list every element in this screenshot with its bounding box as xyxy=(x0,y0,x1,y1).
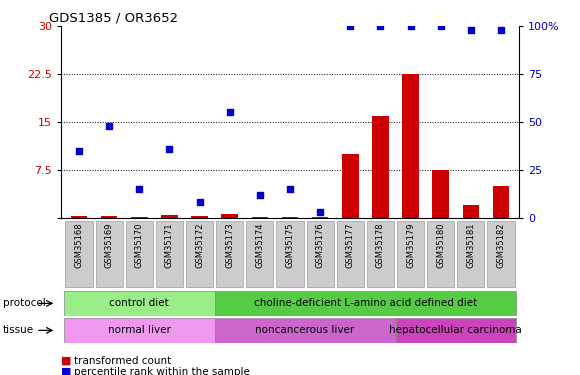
Text: GSM35170: GSM35170 xyxy=(135,222,144,268)
Text: hepatocellular carcinoma: hepatocellular carcinoma xyxy=(389,326,522,335)
Bar xyxy=(66,221,93,287)
Bar xyxy=(277,221,303,287)
Text: control diet: control diet xyxy=(110,298,169,308)
Text: GSM35179: GSM35179 xyxy=(406,222,415,268)
Text: GSM35175: GSM35175 xyxy=(285,222,295,268)
Bar xyxy=(222,214,238,217)
Bar xyxy=(487,221,514,287)
Bar xyxy=(246,221,273,287)
Bar xyxy=(215,291,516,316)
Text: GSM35173: GSM35173 xyxy=(225,222,234,268)
Bar xyxy=(397,221,424,287)
Text: GSM35168: GSM35168 xyxy=(74,222,84,268)
Point xyxy=(74,147,84,154)
Text: GSM35181: GSM35181 xyxy=(466,222,476,268)
Bar xyxy=(433,170,449,217)
Text: GSM35172: GSM35172 xyxy=(195,222,204,268)
Text: protocol: protocol xyxy=(3,298,46,308)
Text: choline-deficient L-amino acid defined diet: choline-deficient L-amino acid defined d… xyxy=(253,298,477,308)
Text: GSM35171: GSM35171 xyxy=(165,222,174,268)
Text: transformed count: transformed count xyxy=(74,356,171,366)
Point xyxy=(285,186,295,192)
Text: GSM35182: GSM35182 xyxy=(496,222,506,268)
Text: ■: ■ xyxy=(61,367,71,375)
Text: tissue: tissue xyxy=(3,326,34,335)
Point xyxy=(436,23,445,29)
Text: GSM35169: GSM35169 xyxy=(104,222,114,268)
Point xyxy=(406,23,415,29)
Bar xyxy=(403,74,419,217)
Point xyxy=(195,199,204,205)
Point xyxy=(104,123,114,129)
Bar xyxy=(64,291,215,316)
Bar xyxy=(372,116,389,218)
Bar xyxy=(101,216,117,217)
Bar xyxy=(64,318,215,343)
Bar xyxy=(463,205,479,218)
Bar xyxy=(427,221,454,287)
Bar xyxy=(282,216,298,217)
Bar xyxy=(367,221,394,287)
Bar xyxy=(493,186,509,218)
Bar xyxy=(457,221,484,287)
Text: noncancerous liver: noncancerous liver xyxy=(255,326,355,335)
Text: normal liver: normal liver xyxy=(108,326,171,335)
Bar xyxy=(126,221,153,287)
Bar xyxy=(71,216,87,217)
Text: GSM35176: GSM35176 xyxy=(316,222,325,268)
Bar xyxy=(96,221,123,287)
Bar xyxy=(307,221,333,287)
Bar xyxy=(186,221,213,287)
Bar xyxy=(396,318,516,343)
Point xyxy=(496,27,506,33)
Bar xyxy=(216,221,243,287)
Text: GSM35177: GSM35177 xyxy=(346,222,355,268)
Point xyxy=(135,186,144,192)
Point xyxy=(316,209,325,215)
Point xyxy=(466,27,476,33)
Bar xyxy=(156,221,183,287)
Bar xyxy=(342,154,358,218)
Text: GDS1385 / OR3652: GDS1385 / OR3652 xyxy=(49,11,179,24)
Point xyxy=(346,23,355,29)
Point xyxy=(255,192,264,198)
Text: GSM35174: GSM35174 xyxy=(255,222,264,268)
Bar xyxy=(191,216,208,217)
Text: GSM35180: GSM35180 xyxy=(436,222,445,268)
Point xyxy=(165,146,174,152)
Text: GSM35178: GSM35178 xyxy=(376,222,385,268)
Bar xyxy=(131,216,147,217)
Point xyxy=(225,110,234,116)
Text: percentile rank within the sample: percentile rank within the sample xyxy=(74,367,249,375)
Bar xyxy=(215,318,396,343)
Point xyxy=(376,23,385,29)
Bar xyxy=(337,221,364,287)
Text: ■: ■ xyxy=(61,356,71,366)
Bar xyxy=(161,215,177,217)
